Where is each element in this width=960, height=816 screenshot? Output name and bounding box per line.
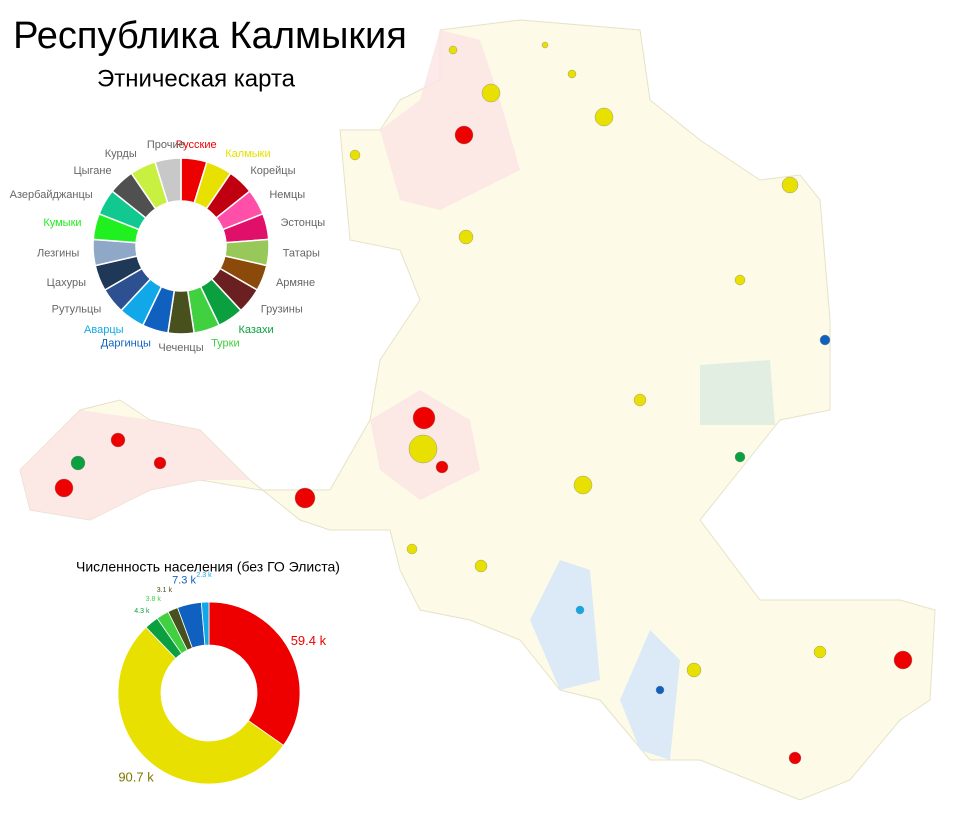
legend-label: Русские (176, 139, 217, 151)
legend-label: Чеченцы (158, 342, 203, 354)
district (700, 360, 775, 425)
data-label: 4.3 k (134, 608, 150, 615)
legend-label: Калмыки (225, 148, 270, 160)
legend-label: Эстонцы (280, 217, 325, 229)
data-label: 3.1 k (157, 587, 173, 594)
data-label: 7.3 k (172, 575, 196, 587)
legend-label: Прочие (147, 139, 185, 151)
legend-label: Грузины (261, 304, 303, 316)
pie-slice (117, 626, 284, 785)
chart-title: Численность населения (без ГО Элиста) (76, 559, 340, 575)
title: Республика Калмыкия (13, 15, 407, 57)
legend: Русские Калмыки Корейцы Немцы Эстонцы Татары А… (10, 139, 326, 354)
legend-label: Аварцы (84, 324, 124, 336)
data-label: 90.7 k (118, 769, 154, 784)
legend-swatch (154, 157, 182, 204)
region-outline (19, 19, 936, 801)
settlement-pies (54, 41, 913, 765)
population-donut: 59.4 k 90.7 k 4.3 k 3.8 k 3.1 k7.3 k 2.3 k (117, 572, 327, 785)
legend-label: Татары (283, 248, 320, 260)
data-label: 2.3 k (196, 572, 212, 579)
legend-label: Азербайджанцы (10, 189, 93, 201)
district (20, 410, 250, 520)
legend-label: Кумыки (43, 217, 81, 229)
district (530, 560, 600, 690)
legend-label: Немцы (269, 189, 305, 201)
pie-slice (208, 601, 301, 746)
legend-label: Турки (211, 337, 240, 349)
legend-label: Лезгины (37, 248, 79, 260)
legend-label: Рутульцы (52, 304, 102, 316)
district (620, 630, 680, 760)
legend-label: Даргинцы (101, 337, 151, 349)
legend-label: Цахуры (47, 277, 86, 289)
map (19, 19, 936, 801)
data-label: 59.4 k (291, 633, 327, 648)
subtitle: Этническая карта (97, 65, 296, 92)
legend-label: Цыгане (73, 165, 111, 177)
district (380, 30, 520, 210)
legend-label: Курды (105, 148, 137, 160)
legend-label: Корейцы (250, 165, 295, 177)
pie-slice (200, 601, 210, 646)
legend-label: Армяне (276, 277, 315, 289)
data-label: 3.8 k (146, 596, 162, 603)
legend-label: Казахи (238, 324, 273, 336)
